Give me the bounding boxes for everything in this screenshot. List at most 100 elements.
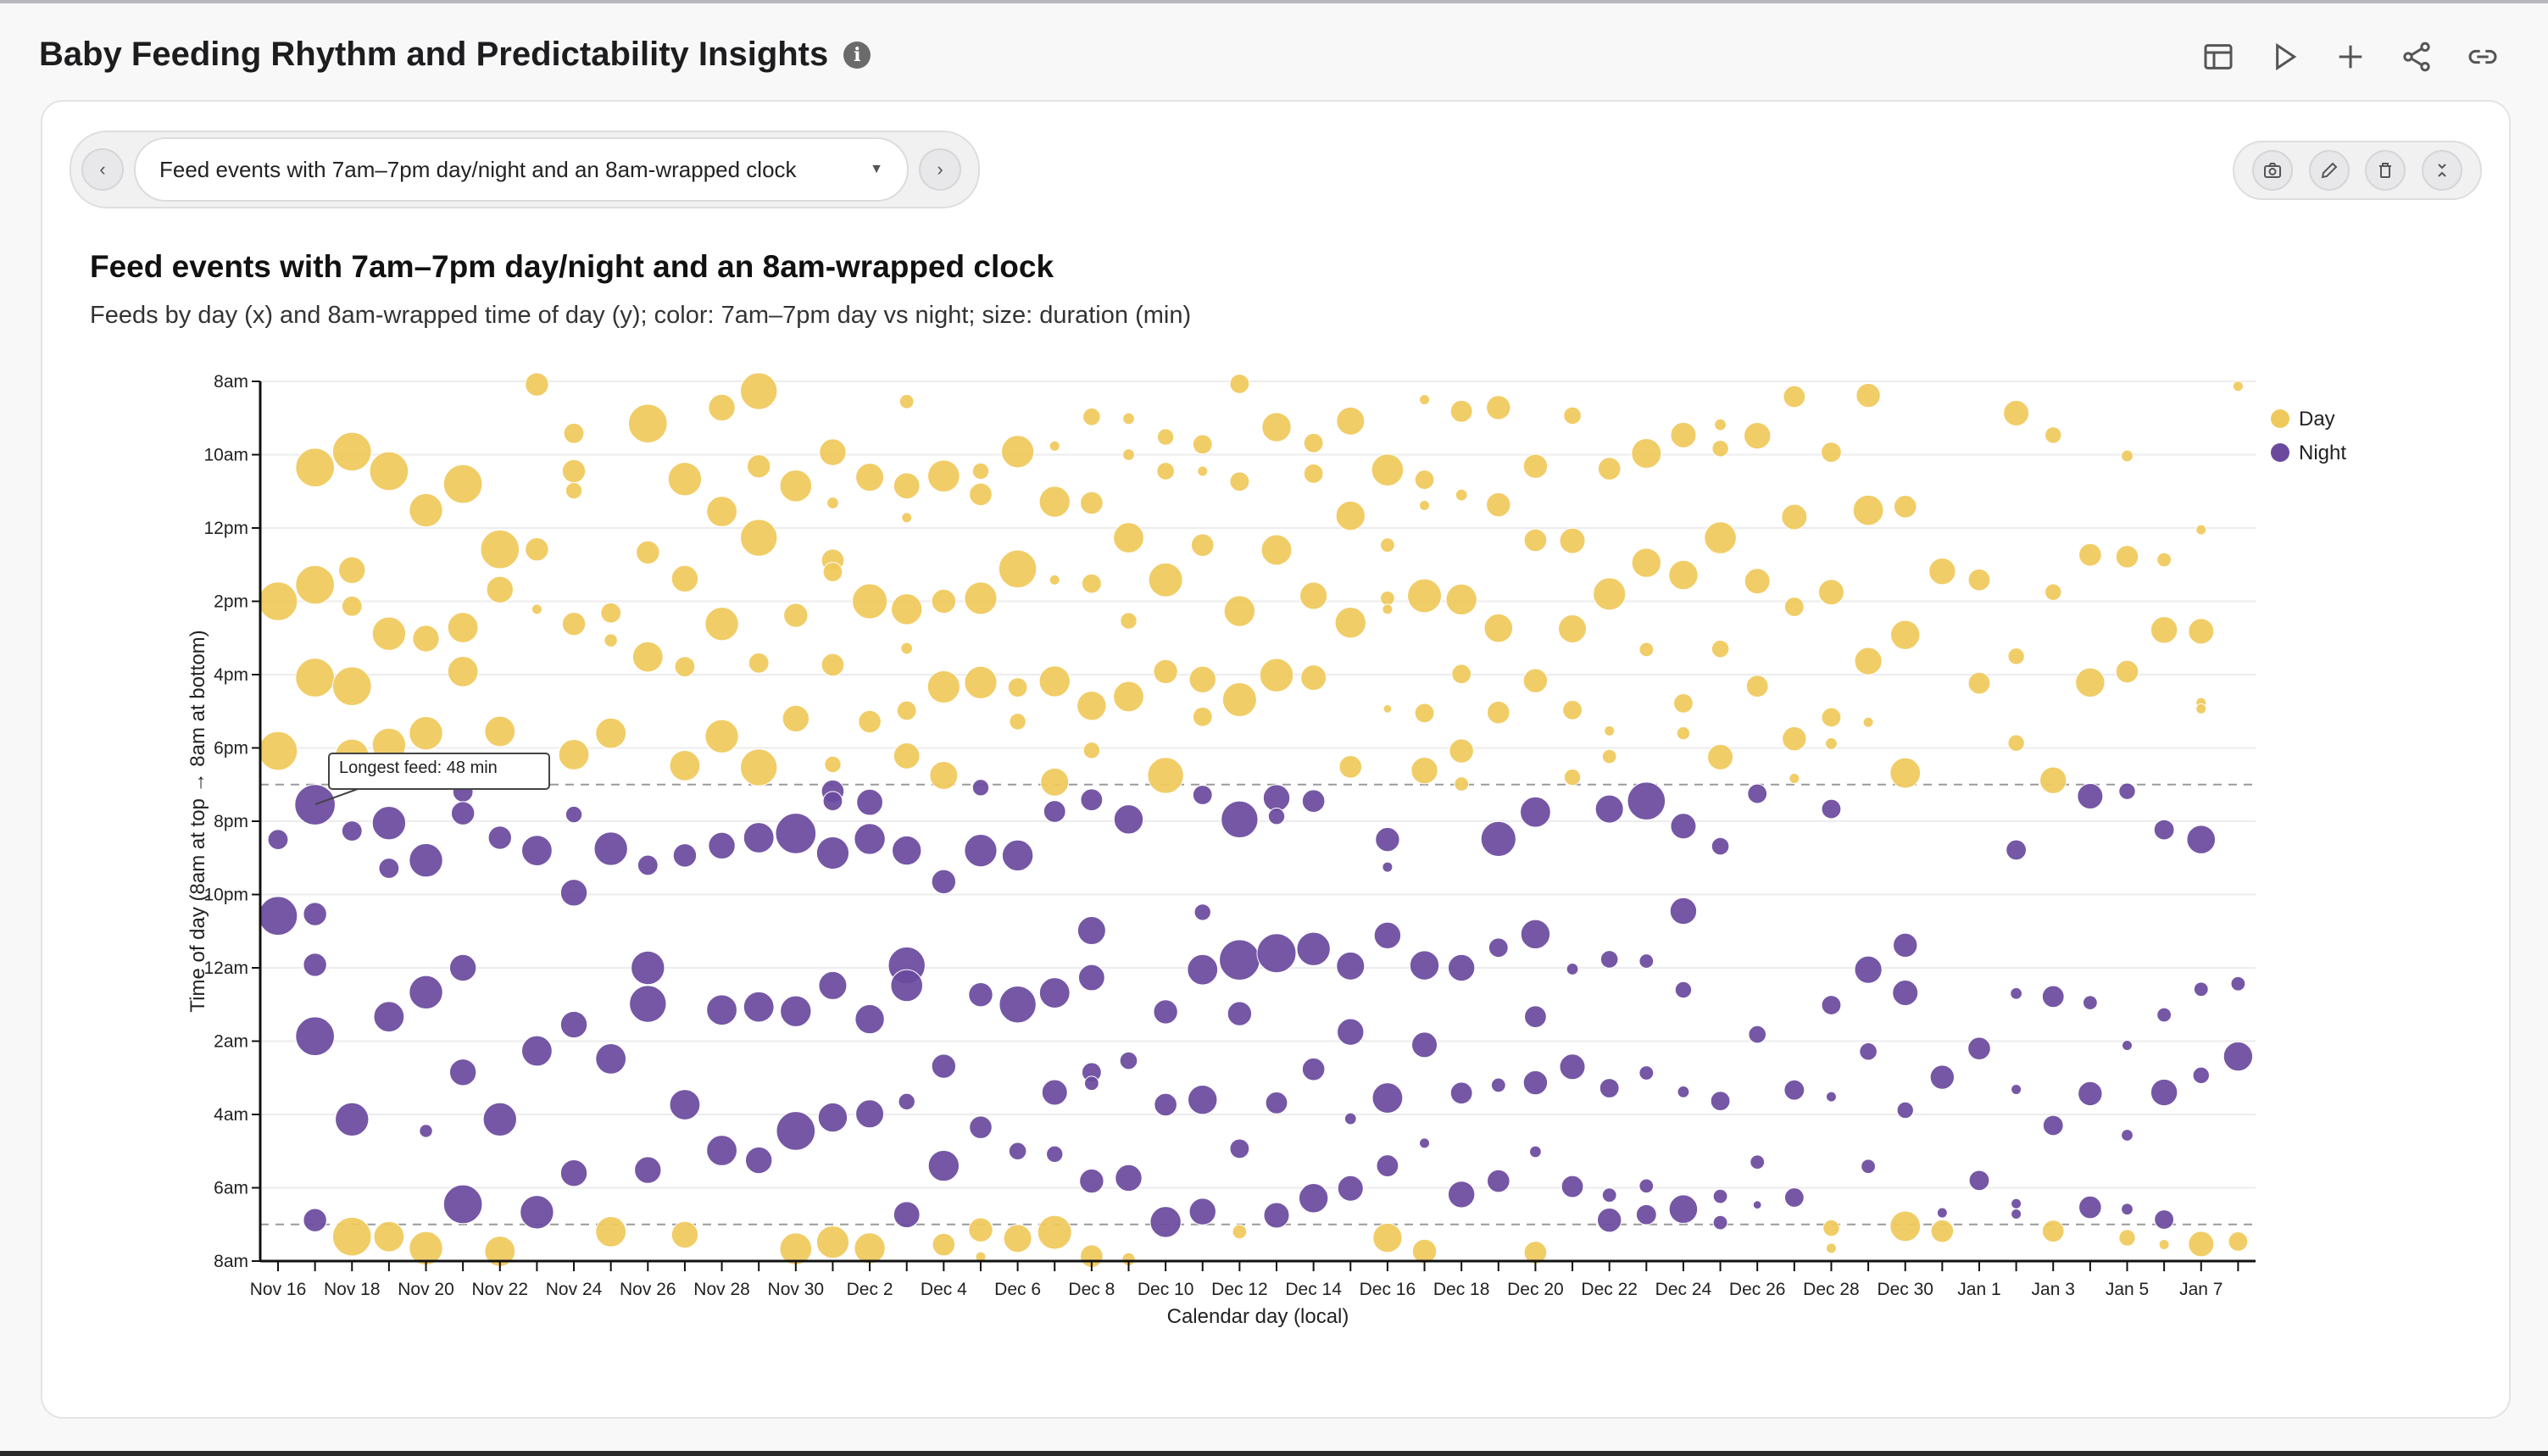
day-feed-point[interactable]: [1049, 574, 1060, 586]
night-feed-point[interactable]: [1192, 785, 1213, 805]
night-feed-point[interactable]: [2006, 839, 2028, 861]
day-feed-point[interactable]: [1414, 470, 1435, 490]
day-feed-point[interactable]: [2045, 426, 2062, 444]
night-feed-point[interactable]: [1929, 1064, 1956, 1090]
day-feed-point[interactable]: [2195, 703, 2207, 714]
night-feed-point[interactable]: [669, 1089, 701, 1120]
day-feed-point[interactable]: [1707, 743, 1734, 770]
night-feed-point[interactable]: [629, 985, 667, 1023]
day-feed-point[interactable]: [2195, 524, 2207, 536]
night-feed-point[interactable]: [303, 902, 327, 926]
day-feed-point[interactable]: [525, 537, 549, 562]
night-feed-point[interactable]: [1627, 781, 1666, 821]
night-feed-point[interactable]: [1566, 963, 1579, 975]
day-feed-point[interactable]: [1783, 597, 1805, 617]
night-feed-point[interactable]: [1265, 1091, 1288, 1114]
night-feed-point[interactable]: [856, 788, 883, 816]
night-feed-point[interactable]: [743, 822, 775, 853]
day-feed-point[interactable]: [595, 717, 627, 749]
day-feed-point[interactable]: [2115, 545, 2139, 569]
night-feed-point[interactable]: [1488, 937, 1509, 959]
night-feed-point[interactable]: [1967, 1036, 1991, 1060]
night-feed-point[interactable]: [2078, 1081, 2103, 1107]
night-feed-point[interactable]: [1079, 1168, 1104, 1194]
day-feed-point[interactable]: [1082, 742, 1101, 759]
day-feed-point[interactable]: [1889, 1210, 1922, 1242]
collapse-button[interactable]: [2421, 150, 2462, 191]
day-feed-point[interactable]: [2115, 659, 2139, 684]
day-feed-point[interactable]: [2003, 399, 2030, 426]
day-feed-point[interactable]: [1303, 432, 1324, 453]
night-feed-point[interactable]: [1336, 951, 1366, 981]
night-feed-point[interactable]: [371, 805, 407, 841]
night-feed-point[interactable]: [1854, 955, 1883, 984]
night-feed-point[interactable]: [1529, 1145, 1542, 1159]
day-feed-point[interactable]: [1259, 658, 1294, 692]
day-feed-point[interactable]: [1854, 647, 1883, 675]
night-feed-point[interactable]: [373, 1001, 405, 1033]
day-feed-point[interactable]: [1711, 440, 1729, 458]
day-feed-point[interactable]: [1825, 737, 1838, 750]
day-feed-point[interactable]: [371, 616, 407, 651]
day-feed-point[interactable]: [670, 1220, 699, 1249]
night-feed-point[interactable]: [1188, 1198, 1216, 1225]
day-feed-point[interactable]: [2156, 552, 2172, 568]
night-feed-point[interactable]: [520, 1195, 554, 1230]
day-feed-point[interactable]: [855, 463, 885, 492]
night-feed-point[interactable]: [1936, 1207, 1948, 1219]
day-feed-point[interactable]: [1449, 738, 1474, 764]
night-feed-point[interactable]: [593, 831, 628, 866]
night-feed-point[interactable]: [890, 969, 924, 1003]
day-feed-point[interactable]: [783, 603, 809, 628]
day-feed-point[interactable]: [1930, 1219, 1955, 1243]
night-feed-point[interactable]: [775, 813, 817, 854]
night-feed-point[interactable]: [378, 858, 400, 879]
day-feed-point[interactable]: [929, 760, 959, 790]
day-feed-point[interactable]: [1003, 1224, 1032, 1253]
day-feed-point[interactable]: [854, 1232, 886, 1264]
night-feed-point[interactable]: [1382, 861, 1394, 873]
night-feed-point[interactable]: [1712, 1214, 1728, 1231]
day-feed-point[interactable]: [2041, 1220, 2065, 1243]
day-feed-point[interactable]: [1889, 757, 1922, 789]
night-feed-point[interactable]: [1376, 1154, 1399, 1177]
night-feed-point[interactable]: [637, 854, 659, 876]
night-feed-point[interactable]: [1599, 950, 1619, 969]
day-feed-point[interactable]: [824, 755, 842, 774]
night-feed-point[interactable]: [1337, 1175, 1364, 1202]
night-feed-point[interactable]: [631, 950, 665, 986]
day-feed-point[interactable]: [969, 482, 993, 507]
night-feed-point[interactable]: [1596, 1208, 1622, 1233]
day-feed-point[interactable]: [2007, 647, 2025, 665]
day-feed-point[interactable]: [525, 372, 549, 397]
night-feed-point[interactable]: [2223, 1041, 2254, 1072]
day-feed-point[interactable]: [964, 665, 998, 699]
day-feed-point[interactable]: [2188, 1231, 2215, 1258]
day-feed-point[interactable]: [1455, 488, 1468, 502]
night-feed-point[interactable]: [1447, 1181, 1476, 1209]
night-feed-point[interactable]: [1041, 1079, 1068, 1106]
day-feed-point[interactable]: [851, 583, 888, 620]
day-feed-point[interactable]: [822, 562, 843, 582]
night-feed-point[interactable]: [1267, 808, 1286, 825]
day-feed-point[interactable]: [932, 1232, 956, 1257]
night-feed-point[interactable]: [294, 784, 336, 825]
day-feed-point[interactable]: [739, 748, 778, 786]
day-feed-point[interactable]: [1122, 412, 1135, 425]
day-feed-point[interactable]: [1638, 642, 1655, 658]
night-feed-point[interactable]: [1561, 1175, 1584, 1198]
night-feed-point[interactable]: [1896, 1101, 1914, 1120]
night-feed-point[interactable]: [634, 1156, 662, 1184]
day-feed-point[interactable]: [746, 453, 771, 479]
day-feed-point[interactable]: [2075, 667, 2106, 698]
day-feed-point[interactable]: [931, 588, 957, 614]
next-view-button[interactable]: ›: [919, 148, 961, 191]
day-feed-point[interactable]: [1597, 457, 1622, 481]
day-feed-point[interactable]: [815, 1225, 850, 1259]
night-feed-point[interactable]: [1371, 1082, 1404, 1114]
day-feed-point[interactable]: [1192, 434, 1213, 455]
day-feed-point[interactable]: [1040, 767, 1070, 797]
day-feed-point[interactable]: [739, 372, 778, 410]
day-feed-point[interactable]: [631, 641, 664, 673]
day-feed-point[interactable]: [1303, 463, 1324, 484]
